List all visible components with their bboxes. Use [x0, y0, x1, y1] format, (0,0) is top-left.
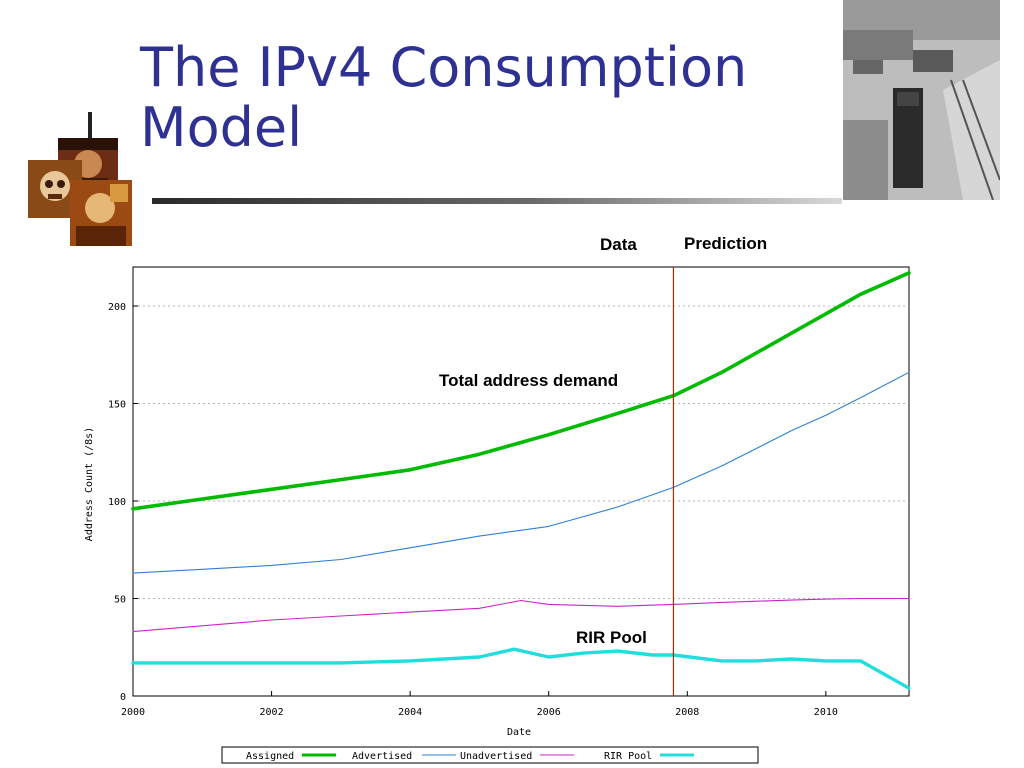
- railway-photo: [843, 0, 1000, 200]
- tick-label-x-2004: 2004: [398, 707, 422, 718]
- tick-label-y-100: 100: [108, 497, 126, 508]
- annotation-data: Data: [600, 235, 637, 254]
- painting-thumbnail-portrait: [70, 180, 132, 246]
- annotation-total-demand: Total address demand: [439, 371, 618, 390]
- tick-label-y-150: 150: [108, 400, 126, 411]
- legend-label-rir-pool: RIR Pool: [604, 751, 652, 762]
- tick-label-y-200: 200: [108, 302, 126, 313]
- annotation-rir-pool: RIR Pool: [576, 628, 647, 647]
- series-line-unadvertised: [132, 371, 910, 574]
- legend-label-advertised: Advertised: [352, 751, 412, 762]
- tick-label-x-2000: 2000: [121, 707, 145, 718]
- slide-title: The IPv4 Consumption Model: [140, 36, 748, 159]
- series-line-assigned: [132, 597, 910, 633]
- legend-label-assigned: Assigned: [246, 751, 294, 762]
- title-accent-bar: [88, 112, 92, 160]
- tick-label-y-50: 50: [114, 595, 126, 606]
- tick-label-y-0: 0: [120, 692, 126, 703]
- legend-box: [221, 746, 759, 764]
- title-divider: [152, 198, 842, 204]
- tick-label-x-2008: 2008: [675, 707, 699, 718]
- y-axis-title: Address Count (/8s): [84, 427, 95, 541]
- tick-label-x-2010: 2010: [814, 707, 838, 718]
- series-line-rir-pool: [131, 647, 911, 690]
- annotation-prediction: Prediction: [684, 234, 767, 253]
- x-axis-title: Date: [507, 727, 531, 738]
- legend-label-unadvertised: Unadvertised: [460, 751, 532, 762]
- tick-label-x-2002: 2002: [260, 707, 284, 718]
- tick-label-x-2006: 2006: [537, 707, 561, 718]
- series-line-advertised: [131, 271, 911, 511]
- legend: Assigned Advertised Unadvertised RIR Poo…: [221, 746, 759, 764]
